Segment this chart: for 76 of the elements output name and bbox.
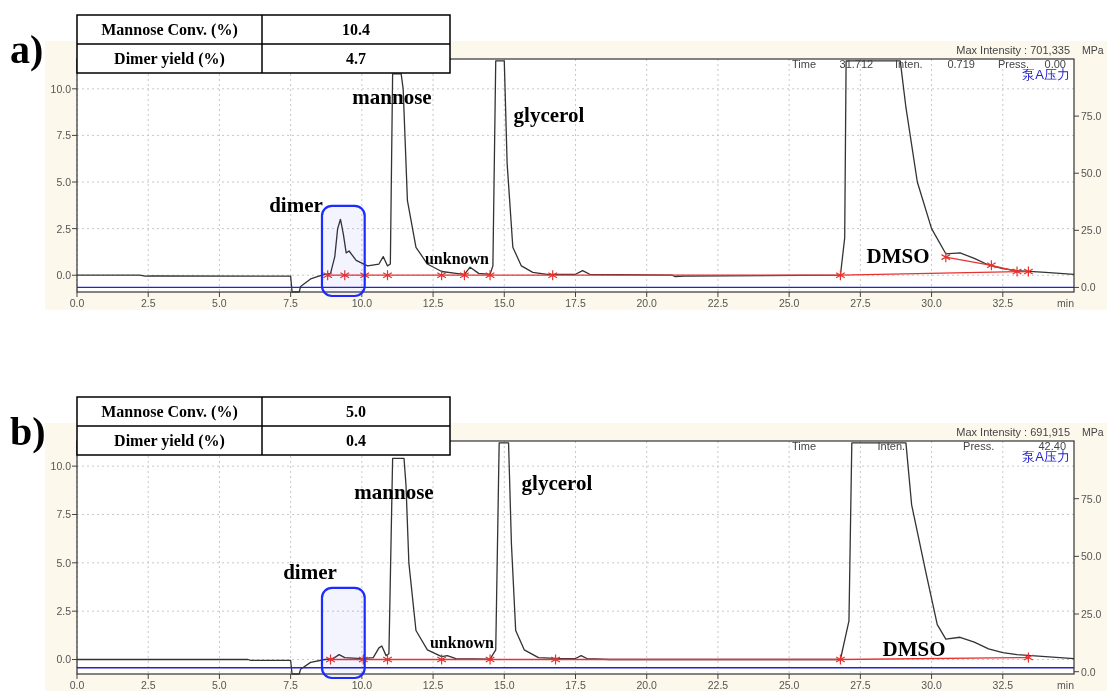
text: 10.4 bbox=[342, 21, 370, 38]
x-tick-label: 10.0 bbox=[351, 679, 373, 691]
text: Max Intensity : 701,335 bbox=[956, 44, 1070, 56]
x-tick-label: 15.0 bbox=[494, 297, 515, 309]
text: Max Intensity : 691,915 bbox=[956, 426, 1070, 438]
x-tick-label: 32.5 bbox=[992, 679, 1014, 691]
annotation: unknown bbox=[424, 250, 490, 268]
y-tick-label: 7.5 bbox=[56, 508, 72, 521]
text: 5.0 bbox=[346, 403, 366, 420]
x-axis-title: min bbox=[1057, 297, 1075, 309]
annotation: 0.719 bbox=[947, 58, 975, 70]
annotation: unknown bbox=[429, 634, 495, 652]
x-tick-label: 20.0 bbox=[636, 679, 658, 691]
y2-tick-label: 0.0 bbox=[1081, 281, 1096, 294]
y-tick-label: 0.0 bbox=[56, 269, 72, 282]
x-tick-label: 27.5 bbox=[850, 679, 871, 691]
text: Mannose Conv. (%) bbox=[101, 21, 238, 39]
annotation: Time bbox=[791, 58, 817, 70]
annotation: DMSO bbox=[882, 637, 946, 661]
annotation: glycerol bbox=[513, 103, 585, 127]
x-tick-label: 5.0 bbox=[212, 679, 227, 691]
y2-tick-label: 75.0 bbox=[1081, 492, 1102, 505]
annotation: 4.7 bbox=[346, 50, 366, 67]
y2-tick-label: 50.0 bbox=[1081, 167, 1102, 180]
y-tick-label: 0.0 bbox=[56, 653, 72, 666]
annotation: dimer bbox=[283, 560, 337, 584]
y2-tick-label: 50.0 bbox=[1081, 550, 1102, 563]
x-tick-label: 25.0 bbox=[778, 679, 800, 691]
annotation: Dimer yield (%) bbox=[114, 432, 225, 450]
text: 泵A压力 bbox=[1022, 449, 1070, 464]
x-tick-label: 7.5 bbox=[283, 679, 299, 691]
y2-tick-label: 0.0 bbox=[1081, 665, 1096, 678]
y-tick-label: 7.5 bbox=[56, 129, 72, 142]
x-tick-label: 12.5 bbox=[422, 679, 444, 691]
x-tick-label: 2.5 bbox=[140, 679, 156, 691]
x-tick-label: 10.0 bbox=[351, 297, 373, 309]
x-tick-label: 7.5 bbox=[283, 297, 299, 309]
x-tick-label: 30.0 bbox=[921, 297, 942, 309]
annotation: DMSO bbox=[866, 244, 930, 268]
annotation: Inten. bbox=[877, 440, 906, 452]
x-tick-label: 25.0 bbox=[778, 297, 800, 309]
annotation: Time bbox=[791, 440, 817, 452]
y2-tick-label: 25.0 bbox=[1081, 608, 1102, 621]
x-tick-label: 12.5 bbox=[422, 297, 444, 309]
x-tick-label: 22.5 bbox=[707, 679, 729, 691]
x-tick-label: 17.5 bbox=[565, 297, 586, 309]
x-tick-label: 2.5 bbox=[140, 297, 156, 309]
x-tick-label: 27.5 bbox=[850, 297, 871, 309]
x-tick-label: 15.0 bbox=[494, 679, 515, 691]
annotation: Press. bbox=[963, 440, 995, 452]
y-tick-label: 5.0 bbox=[56, 176, 72, 189]
x-tick-label: 5.0 bbox=[212, 297, 227, 309]
y-tick-label: 2.5 bbox=[56, 605, 72, 618]
x-tick-label: 30.0 bbox=[921, 679, 942, 691]
y-tick-label: 10.0 bbox=[50, 82, 72, 95]
x-tick-label: 0.0 bbox=[69, 679, 85, 691]
y2-tick-label: 75.0 bbox=[1081, 110, 1102, 123]
x-axis-title: min bbox=[1057, 679, 1075, 691]
chart-title: b) bbox=[10, 409, 46, 454]
annotation: glycerol bbox=[521, 471, 593, 495]
y-tick-label: 2.5 bbox=[56, 222, 72, 235]
chart-title: a) bbox=[10, 27, 44, 72]
y2-tick-label: 25.0 bbox=[1081, 224, 1102, 237]
x-tick-label: 32.5 bbox=[992, 297, 1014, 309]
y-tick-label: 5.0 bbox=[56, 556, 72, 569]
y2-axis-title: MPa bbox=[1082, 44, 1104, 56]
x-tick-label: 0.0 bbox=[69, 297, 85, 309]
annotation: Dimer yield (%) bbox=[114, 50, 225, 68]
annotation: dimer bbox=[269, 193, 323, 217]
x-tick-label: 17.5 bbox=[565, 679, 586, 691]
text: Mannose Conv. (%) bbox=[101, 403, 238, 421]
annotation: 0.4 bbox=[346, 432, 366, 449]
y2-axis-title: MPa bbox=[1082, 426, 1104, 438]
x-tick-label: 20.0 bbox=[636, 297, 658, 309]
y-tick-label: 10.0 bbox=[50, 460, 72, 473]
x-tick-label: 22.5 bbox=[707, 297, 729, 309]
